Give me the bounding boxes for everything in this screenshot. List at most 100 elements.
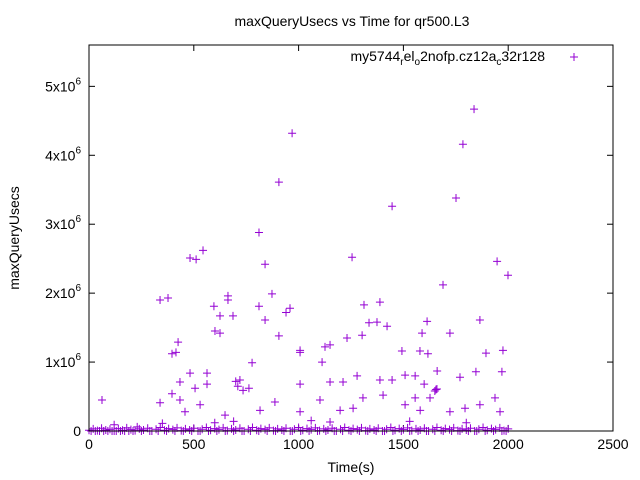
data-point xyxy=(432,423,441,432)
y-tick-mantissa: 0 xyxy=(73,423,81,439)
data-point xyxy=(133,422,142,431)
data-point xyxy=(168,425,177,434)
x-tick-label: 2000 xyxy=(493,436,524,452)
data-point xyxy=(445,425,454,434)
data-point xyxy=(479,423,488,432)
legend: my5744relo2nofp.cz12ac32r128 xyxy=(350,48,578,68)
data-point xyxy=(216,311,224,320)
data-point xyxy=(411,424,420,433)
data-point xyxy=(152,425,161,434)
data-point xyxy=(365,424,374,433)
data-point xyxy=(388,375,397,384)
x-axis-label: Time(s) xyxy=(328,459,375,475)
data-point xyxy=(340,423,349,432)
data-point xyxy=(261,260,270,269)
data-point xyxy=(171,348,180,357)
data-point xyxy=(348,253,357,262)
legend-text-part: 2nofp.cz12a xyxy=(420,48,496,64)
data-point xyxy=(89,424,98,433)
y-tick-exponent: 6 xyxy=(75,352,81,363)
data-point xyxy=(475,400,484,409)
data-point xyxy=(430,387,439,396)
data-point xyxy=(343,333,352,342)
data-point xyxy=(254,228,263,237)
data-point xyxy=(372,318,381,327)
data-point xyxy=(174,338,183,347)
legend-text-part: el xyxy=(404,48,415,64)
data-point xyxy=(248,423,257,432)
data-point xyxy=(286,304,295,313)
data-point xyxy=(180,407,189,416)
data-point xyxy=(254,302,263,311)
data-point xyxy=(298,426,307,435)
data-point xyxy=(319,424,328,433)
data-point xyxy=(239,386,248,395)
data-point xyxy=(383,322,392,331)
data-point xyxy=(326,418,335,427)
y-tick-label: 4x106 xyxy=(45,145,81,163)
data-point xyxy=(445,407,454,416)
y-tick-mantissa: 3x10 xyxy=(45,216,76,232)
data-point xyxy=(496,407,505,416)
data-point xyxy=(233,382,242,391)
y-tick-exponent: 6 xyxy=(75,145,81,156)
y-tick-mantissa: 2x10 xyxy=(45,285,76,301)
data-point xyxy=(432,384,441,393)
data-point xyxy=(229,417,238,426)
legend-subscript: r xyxy=(400,57,404,68)
data-point xyxy=(158,419,167,428)
data-point xyxy=(175,378,184,387)
data-point xyxy=(203,369,212,378)
data-point xyxy=(490,393,499,402)
data-point xyxy=(423,317,432,326)
data-point xyxy=(504,424,513,433)
data-point xyxy=(270,398,279,407)
data-point xyxy=(196,400,205,409)
data-point xyxy=(321,342,330,351)
data-point xyxy=(336,406,345,415)
data-point xyxy=(318,358,327,367)
y-tick-label: 1x106 xyxy=(45,352,81,370)
data-point xyxy=(274,331,283,340)
data-point xyxy=(231,377,240,386)
data-point xyxy=(455,373,464,382)
data-point xyxy=(415,347,424,356)
data-point xyxy=(365,318,374,327)
data-point xyxy=(235,375,244,384)
data-point xyxy=(214,425,223,434)
data-point xyxy=(426,393,435,402)
chart-title: maxQueryUsecs vs Time for qr500.L3 xyxy=(235,13,470,29)
data-point xyxy=(323,425,332,434)
data-point xyxy=(282,308,291,317)
data-point xyxy=(326,340,335,349)
y-tick-exponent: 6 xyxy=(75,283,81,294)
data-point xyxy=(433,367,442,376)
data-point xyxy=(175,395,184,404)
data-point xyxy=(420,380,429,389)
axis-ticks: 0 500 1000 1500 2000 250001x1062x1063x1064x10… xyxy=(45,45,629,452)
data-point xyxy=(483,426,492,435)
data-point xyxy=(503,271,512,280)
data-point xyxy=(139,425,148,434)
data-point xyxy=(307,416,316,425)
data-point xyxy=(192,255,201,264)
data-point xyxy=(199,246,208,255)
data-point xyxy=(462,425,471,434)
data-point xyxy=(185,425,194,434)
y-tick-label: 5x106 xyxy=(45,76,81,94)
data-point xyxy=(156,296,165,305)
data-point xyxy=(382,425,391,434)
y-tick-label: 0 xyxy=(73,423,81,439)
data-point xyxy=(462,418,471,427)
data-point xyxy=(118,426,127,435)
data-point xyxy=(252,426,261,435)
data-point xyxy=(296,380,305,389)
data-point xyxy=(418,329,427,338)
data-point xyxy=(339,378,348,387)
data-point xyxy=(296,348,305,357)
data-point xyxy=(474,425,483,434)
data-point xyxy=(274,178,283,187)
data-point xyxy=(248,358,257,367)
data-point xyxy=(458,140,467,149)
